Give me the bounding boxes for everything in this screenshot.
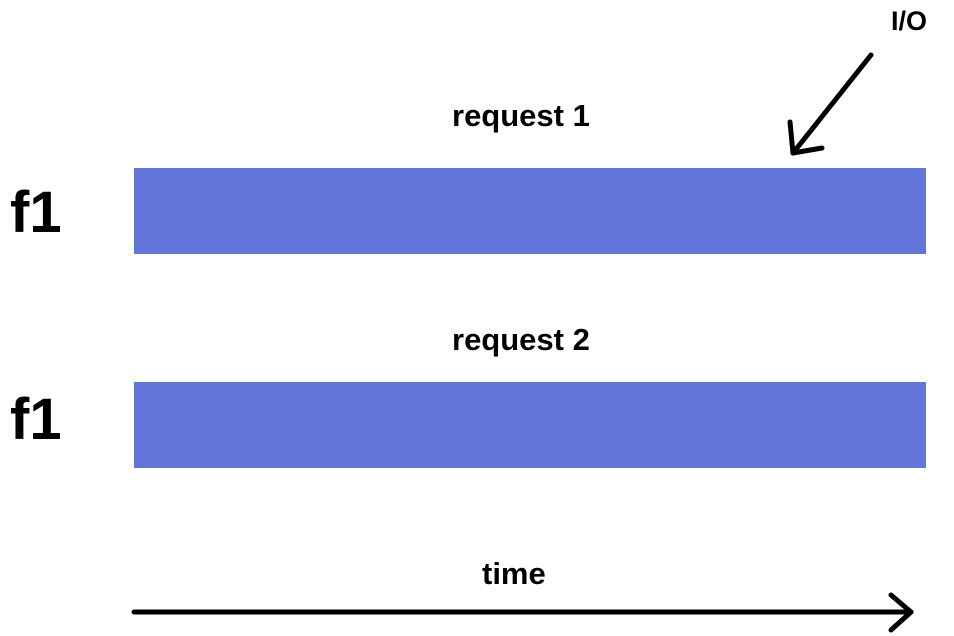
function-1-label: f1 [10, 180, 62, 245]
io-label: I/O [891, 6, 928, 36]
request-1-bar [134, 168, 926, 254]
time-axis-arrow [131, 592, 914, 633]
function-2-label: f1 [10, 387, 62, 452]
request-2-bar [134, 382, 926, 468]
request-2-label: request 2 [452, 322, 590, 357]
request-1-label: request 1 [452, 98, 590, 133]
io-arrow [787, 52, 874, 156]
time-label: time [482, 556, 546, 591]
